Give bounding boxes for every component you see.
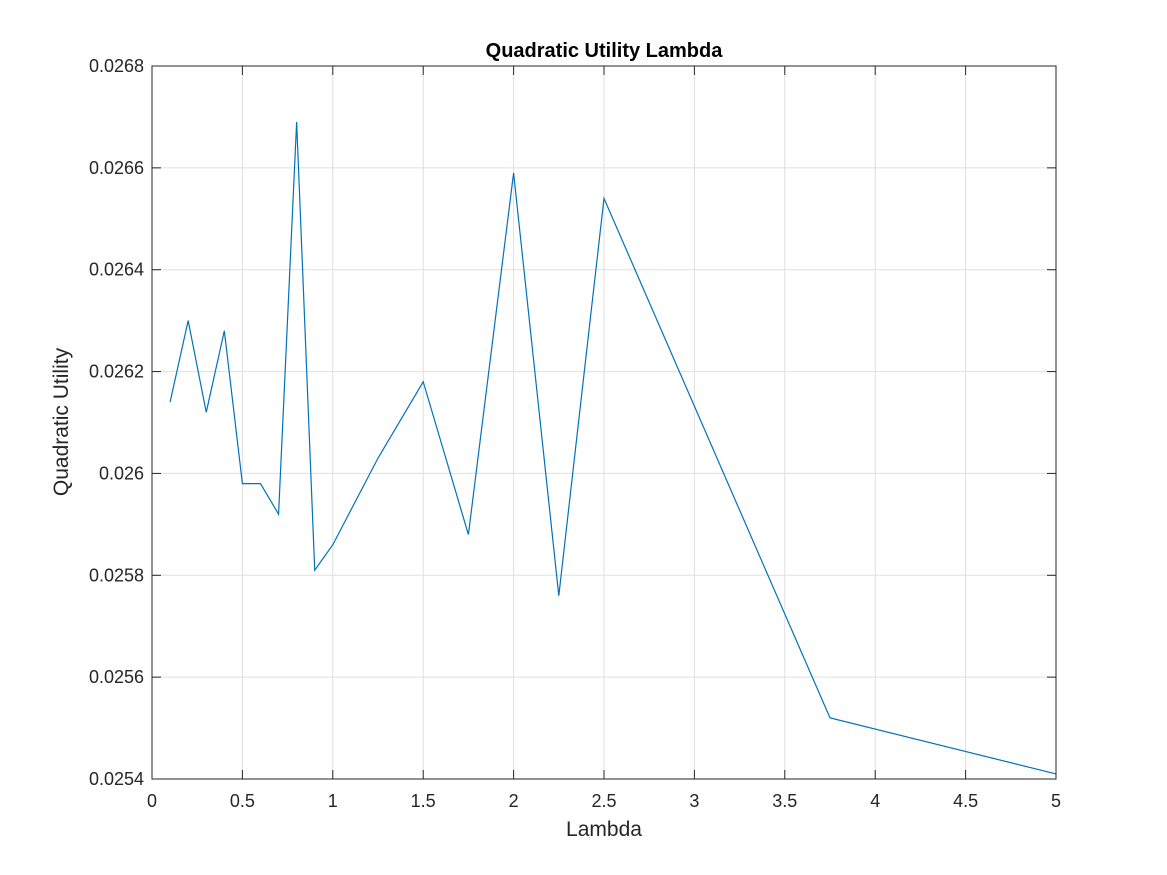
y-tick-label: 0.0264 xyxy=(89,260,144,280)
x-tick-label: 4.5 xyxy=(953,791,978,811)
y-tick-label: 0.0262 xyxy=(89,362,144,382)
y-tick-label: 0.0258 xyxy=(89,565,144,585)
x-tick-label: 1 xyxy=(328,791,338,811)
x-tick-label: 3 xyxy=(689,791,699,811)
y-tick-label: 0.0268 xyxy=(89,56,144,76)
x-tick-labels: 0 0.5 1 1.5 2 2.5 3 3.5 4 4.5 5 xyxy=(147,791,1061,811)
x-axis-title: Lambda xyxy=(566,818,642,841)
series-layer xyxy=(169,121,1057,775)
x-tick-label: 5 xyxy=(1051,791,1061,811)
y-tick-label: 0.0256 xyxy=(89,667,144,687)
series-line xyxy=(169,121,1057,775)
y-tick-label: 0.026 xyxy=(99,463,144,483)
x-tick-label: 2 xyxy=(509,791,519,811)
tick-marks xyxy=(151,65,1057,780)
x-tick-label: 1.5 xyxy=(411,791,436,811)
y-tick-labels: 0.0254 0.0256 0.0258 0.026 0.0262 0.0264 0.026… xyxy=(89,56,144,789)
x-tick-label: 4 xyxy=(870,791,880,811)
y-tick-label: 0.0266 xyxy=(89,158,144,178)
x-tick-label: 0.5 xyxy=(230,791,255,811)
x-tick-label: 0 xyxy=(147,791,157,811)
chart-title: Quadratic Utility Lambda xyxy=(486,40,724,62)
x-tick-label: 2.5 xyxy=(591,791,616,811)
y-tick-label: 0.0254 xyxy=(89,769,144,789)
y-axis-title: Quadratic Utility xyxy=(50,347,73,496)
x-tick-label: 3.5 xyxy=(772,791,797,811)
